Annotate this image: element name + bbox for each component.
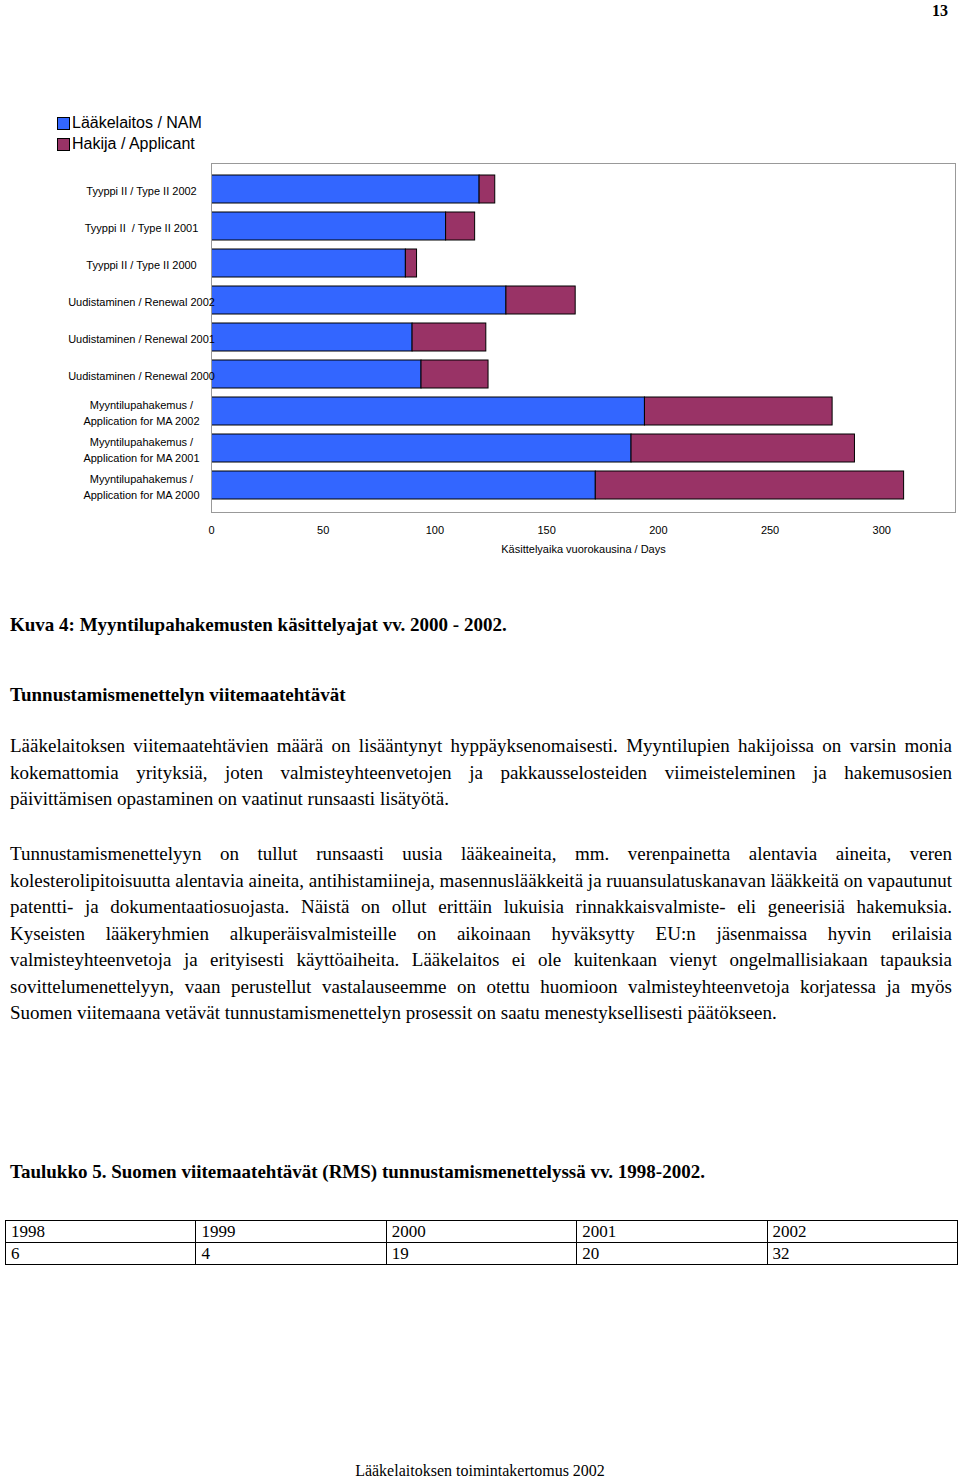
html-text:1999: 1999 [201, 1222, 236, 1241]
html-text:2000: 2000 [391, 1222, 426, 1241]
svg-text:300: 300 [873, 524, 891, 536]
html-text:20: 20 [582, 1244, 600, 1263]
svg-text:Tyyppi II / Type II 2001: Tyyppi II / Type II 2001 [85, 222, 199, 234]
svg-text:Käsittelyaika vuorokausina / D: Käsittelyaika vuorokausina / Days [501, 543, 666, 555]
html-text:6: 6 [11, 1244, 20, 1263]
html-text:2002: 2002 [772, 1222, 807, 1241]
html-text:Tunnustamismenettelyn viitemaa: Tunnustamismenettelyn viitemaatehtävät [10, 684, 346, 705]
html-text:1998: 1998 [11, 1222, 45, 1241]
html-text:4: 4 [201, 1244, 210, 1263]
svg-text:Myyntilupahakemus /Application: Myyntilupahakemus /Application for MA 20… [83, 473, 199, 502]
html-text:32: 32 [772, 1244, 790, 1263]
svg-text:Uudistaminen / Renewal 2002: Uudistaminen / Renewal 2002 [68, 296, 215, 308]
svg-text:50: 50 [317, 524, 329, 536]
svg-text:Tyyppi II / Type II 2000: Tyyppi II / Type II 2000 [86, 259, 196, 271]
svg-text:100: 100 [426, 524, 444, 536]
html-text:Taulukko 5. Suomen viitemaateh: Taulukko 5. Suomen viitemaatehtävät (RMS… [10, 1161, 705, 1182]
svg-text:Tyyppi II / Type II 2002: Tyyppi II / Type II 2002 [86, 185, 196, 197]
svg-text:250: 250 [761, 524, 779, 536]
html-text:2001: 2001 [582, 1222, 617, 1241]
html-text:Lääkelaitoksen toimintakertomu: Lääkelaitoksen toimintakertomus 2002 [355, 1462, 605, 1479]
html-text:19: 19 [391, 1244, 409, 1263]
html-text:13: 13 [932, 2, 948, 19]
svg-text:0: 0 [208, 524, 214, 536]
html-text:Lääkelaitoksen viitemaatehtävi: Lääkelaitoksen viitemaatehtävien määrä o… [10, 735, 952, 809]
svg-text:Myyntilupahakemus /Application: Myyntilupahakemus /Application for MA 20… [83, 399, 199, 428]
svg-text:Myyntilupahakemus /Application: Myyntilupahakemus /Application for MA 20… [83, 436, 199, 465]
html-text:Tunnustamismenettelyyn on tull: Tunnustamismenettelyyn on tullut runsaas… [10, 843, 952, 1023]
svg-text:200: 200 [649, 524, 667, 536]
svg-text:Uudistaminen / Renewal 2001: Uudistaminen / Renewal 2001 [68, 333, 215, 345]
html-text:Hakija / Applicant: Hakija / Applicant [72, 135, 195, 152]
html-text:Lääkelaitos / NAM: Lääkelaitos / NAM [72, 114, 202, 131]
html-text:Kuva 4: Myyntilupahakemusten k: Kuva 4: Myyntilupahakemusten käsittelyaj… [10, 614, 507, 635]
svg-text:150: 150 [537, 524, 555, 536]
svg-text:Uudistaminen / Renewal 2000: Uudistaminen / Renewal 2000 [68, 370, 215, 382]
